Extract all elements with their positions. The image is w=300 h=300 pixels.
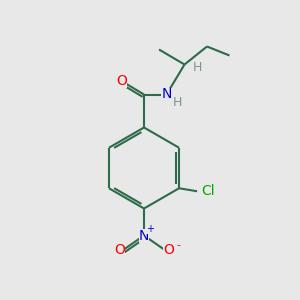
Text: O: O bbox=[114, 244, 125, 257]
Text: N: N bbox=[139, 229, 149, 242]
Text: H: H bbox=[173, 96, 183, 110]
Text: H: H bbox=[192, 61, 202, 74]
Text: -: - bbox=[176, 240, 180, 250]
Text: +: + bbox=[146, 224, 154, 234]
Text: O: O bbox=[163, 244, 174, 257]
Text: N: N bbox=[161, 88, 172, 101]
Text: Cl: Cl bbox=[201, 184, 214, 198]
Text: O: O bbox=[116, 74, 127, 88]
